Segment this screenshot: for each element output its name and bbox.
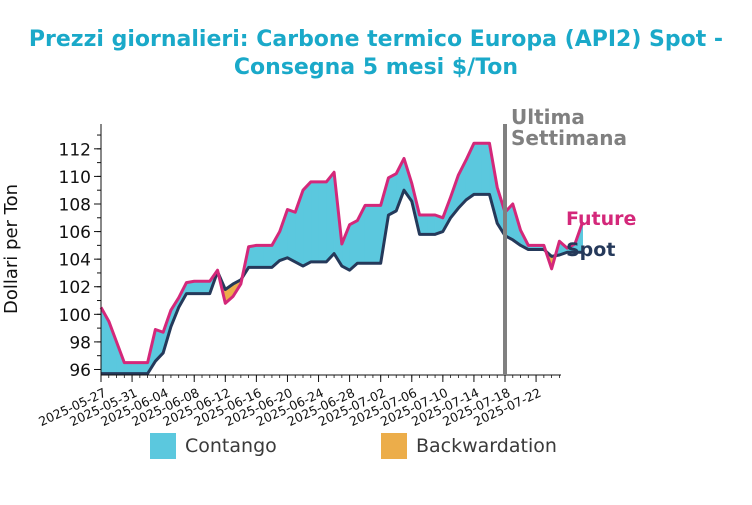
contango-area (124, 362, 133, 374)
backwardation-swatch (381, 433, 407, 459)
spot-end-label: Spot (566, 239, 615, 261)
y-tick-label: 106 (59, 223, 91, 243)
series-lines (99, 141, 585, 376)
contango-area (318, 181, 327, 263)
contango-area (419, 214, 428, 235)
legend-contango-label: Contango (185, 435, 277, 457)
contango-area (139, 362, 148, 374)
legend-backwardation: Backwardation (381, 433, 557, 459)
contango-area (364, 205, 374, 264)
contango-area (248, 245, 257, 268)
chart-title: Prezzi giornalieri: Carbone termico Euro… (0, 26, 752, 82)
chart-title-line-1: Prezzi giornalieri: Carbone termico Euro… (28, 27, 724, 52)
y-tick-label: 110 (59, 168, 91, 188)
chart-title-line-2: Consegna 5 mesi $/Ton (233, 55, 519, 80)
contango-area (481, 143, 490, 195)
contango-area (287, 209, 296, 263)
y-tick-label: 98 (69, 333, 91, 353)
contango-area (372, 205, 381, 264)
y-tick-label: 96 (69, 361, 91, 381)
contango-area (310, 181, 319, 263)
last-week-label: Settimana (511, 126, 627, 150)
y-tick-label: 102 (59, 278, 91, 298)
contango-area (326, 171, 335, 263)
contango-area (263, 245, 273, 268)
contango-area (256, 245, 265, 268)
spot-series-line (101, 188, 583, 376)
contango-swatch (150, 433, 176, 459)
contango-area (388, 173, 397, 216)
area-fills (100, 143, 583, 375)
contango-area (201, 280, 211, 294)
contango-area (473, 143, 482, 195)
contango-area (131, 362, 141, 374)
legend-contango: Contango (150, 433, 277, 459)
y-tick-label: 112 (59, 140, 91, 160)
y-axis-label: Dollari per Ton (1, 184, 22, 314)
last-week-label: Ultima (511, 105, 585, 129)
legend-backwardation-label: Backwardation (416, 435, 557, 457)
future-end-label: Future (566, 208, 636, 230)
y-tick-label: 108 (59, 195, 91, 215)
y-tick-label: 104 (59, 251, 91, 271)
future-series-line (99, 141, 585, 365)
contango-area (427, 214, 436, 235)
y-tick-label: 100 (59, 306, 91, 326)
contango-area (193, 280, 203, 294)
contango-area (302, 181, 312, 267)
